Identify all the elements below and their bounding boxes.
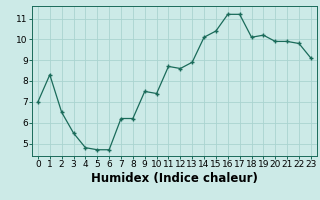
X-axis label: Humidex (Indice chaleur): Humidex (Indice chaleur) (91, 172, 258, 185)
